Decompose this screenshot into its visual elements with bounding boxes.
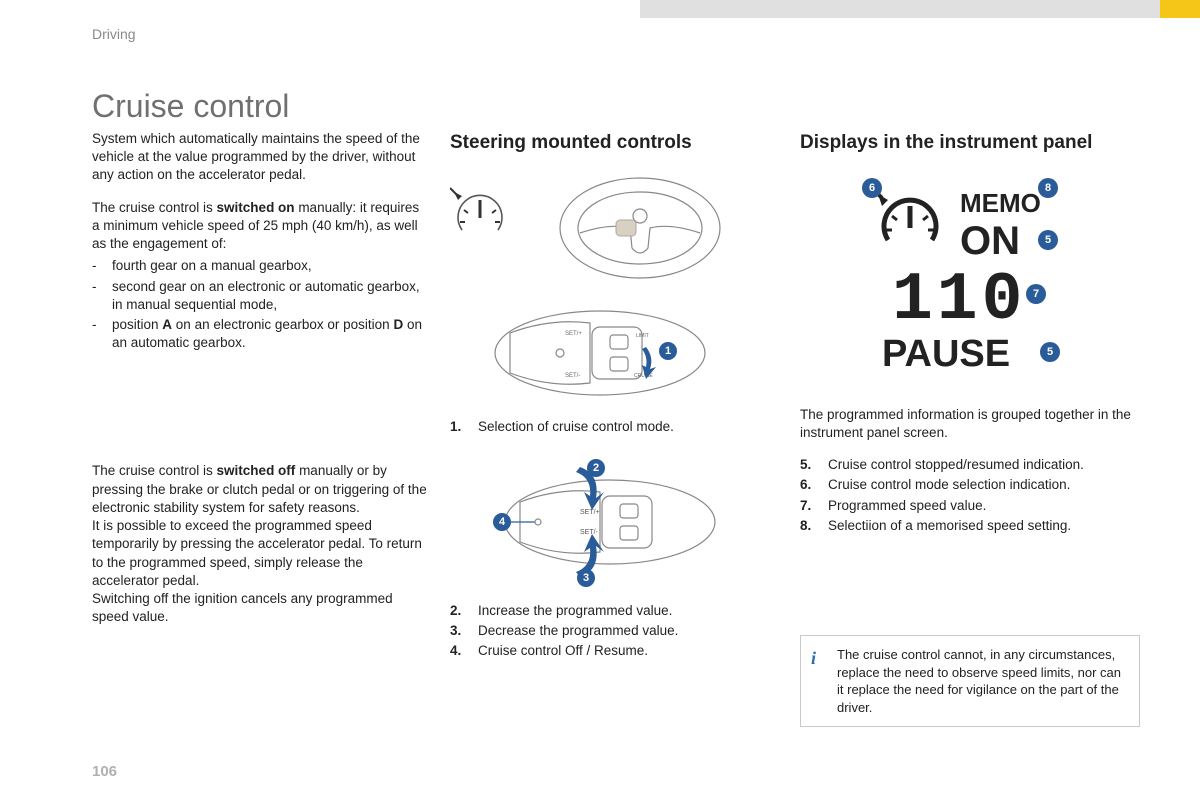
svg-text:SET/-: SET/- (580, 529, 599, 536)
svg-text:LIMIT: LIMIT (636, 333, 649, 339)
info-box: i The cruise control cannot, in any circ… (800, 635, 1140, 727)
switched-on-para: The cruise control is switched on manual… (92, 199, 427, 254)
display-list: 5.Cruise control stopped/resumed indicat… (800, 456, 1140, 535)
svg-text:3: 3 (583, 572, 589, 584)
gear-item-position: position A on an electronic gearbox or p… (112, 316, 427, 352)
display-heading: Displays in the instrument panel (800, 130, 1140, 156)
svg-text:CRUISE: CRUISE (634, 373, 654, 379)
svg-text:1: 1 (665, 345, 671, 357)
steering-heading: Steering mounted controls (450, 130, 775, 156)
gear-item-sequential: second gear on an electronic or automati… (112, 278, 427, 314)
ignition-para: Switching off the ignition cancels any p… (92, 590, 427, 626)
item-5: 5.Cruise control stopped/resumed indicat… (828, 456, 1140, 474)
steering-list-2: 2.Increase the programmed value. 3.Decre… (450, 602, 775, 661)
svg-text:2: 2 (593, 462, 599, 474)
svg-text:5: 5 (1047, 346, 1053, 358)
page-number: 106 (92, 763, 117, 780)
item-decrease: 3.Decrease the programmed value. (478, 622, 775, 640)
svg-text:8: 8 (1045, 182, 1051, 194)
info-icon: i (811, 646, 816, 670)
exceed-para: It is possible to exceed the programmed … (92, 517, 427, 590)
diagram-stalk-mode: SET/+ SET/- LIMIT CRUISE 1 (450, 298, 750, 408)
steering-list-1: 1.Selection of cruise control mode. (450, 418, 775, 436)
item-increase: 2.Increase the programmed value. (478, 602, 775, 620)
svg-text:7: 7 (1033, 288, 1039, 300)
svg-text:MEMO: MEMO (960, 188, 1041, 218)
header-yellow (1160, 0, 1200, 18)
item-resume: 4.Cruise control Off / Resume. (478, 642, 775, 660)
svg-text:SET/+: SET/+ (580, 509, 600, 516)
diagram-stalk-adjust: SET/+ SET/- 2 3 4 (450, 452, 750, 592)
intro-para: System which automatically maintains the… (92, 130, 427, 185)
section-label: Driving (92, 26, 136, 42)
svg-text:4: 4 (499, 516, 506, 528)
svg-text:5: 5 (1045, 234, 1051, 246)
switched-off-para: The cruise control is switched off manua… (92, 462, 427, 517)
diagram-steering-wheel (450, 168, 750, 288)
header-grey (640, 0, 1160, 18)
info-text: The cruise control cannot, in any circum… (837, 647, 1121, 715)
item-mode: 1.Selection of cruise control mode. (478, 418, 775, 436)
diagram-instrument-display: MEMO ON 110 PAUSE 6 8 5 7 5 (800, 176, 1120, 386)
svg-text:ON: ON (960, 219, 1020, 263)
display-intro: The programmed information is grouped to… (800, 406, 1140, 442)
gear-item-manual: fourth gear on a manual gearbox, (112, 257, 427, 275)
item-6: 6.Cruise control mode selection indicati… (828, 476, 1140, 494)
item-7: 7.Programmed speed value. (828, 497, 1140, 515)
svg-text:SET/+: SET/+ (565, 331, 582, 337)
header-accent (640, 0, 1200, 18)
svg-text:110: 110 (892, 262, 1026, 339)
svg-text:PAUSE: PAUSE (882, 333, 1010, 375)
column-display: Displays in the instrument panel MEMO ON… (800, 130, 1140, 727)
column-intro: System which automatically maintains the… (92, 130, 427, 626)
svg-text:6: 6 (869, 182, 875, 194)
gear-list: fourth gear on a manual gearbox, second … (92, 257, 427, 352)
page-title: Cruise control (92, 88, 289, 125)
column-steering: Steering mounted controls (450, 130, 775, 663)
item-8: 8.Selectiion of a memorised speed settin… (828, 517, 1140, 535)
svg-text:SET/-: SET/- (565, 373, 580, 379)
